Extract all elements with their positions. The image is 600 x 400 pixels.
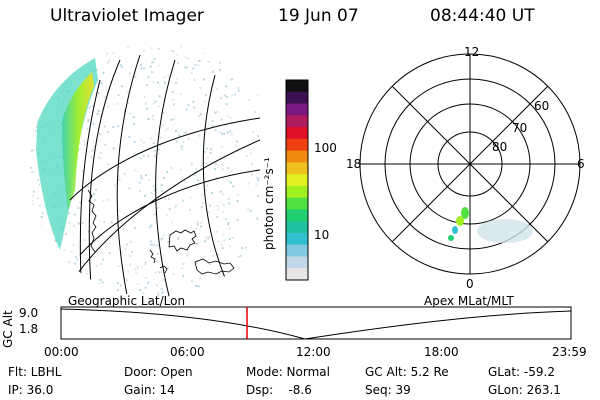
mode-status: Mode: Normal (246, 365, 330, 379)
glat-status: GLat: -59.2 (488, 365, 555, 379)
colorbar-swatch (286, 268, 308, 281)
time-label: 08:44:40 UT (430, 6, 535, 26)
colorbar-swatch (286, 80, 308, 93)
geographic-image (28, 43, 260, 297)
time-tick-0600: 06:00 (170, 345, 205, 359)
apex-label: Apex MLat/MLT (424, 294, 514, 308)
altitude-timeline (60, 306, 572, 340)
ip-status: IP: 36.0 (8, 383, 54, 397)
gc-alt-tick-9: 9.0 (19, 306, 39, 320)
mlt-label-0: 0 (466, 277, 474, 291)
filter-status: Flt: LBHL (8, 365, 62, 379)
colorbar-swatch (286, 256, 308, 269)
lat-label-70: 70 (512, 121, 528, 135)
lat-label-80: 80 (492, 140, 508, 154)
colorbar-swatch (286, 197, 308, 210)
coastlines (87, 189, 235, 275)
colorbar-swatch (286, 91, 308, 105)
colorbar-swatch (286, 232, 308, 246)
instrument-title: Ultraviolet Imager (50, 6, 204, 26)
time-tick-1200: 12:00 (296, 345, 331, 359)
mlt-label-6: 6 (577, 157, 585, 171)
colorbar (285, 79, 309, 281)
lat-label-60: 60 (534, 99, 550, 113)
gc-alt-status: GC Alt: 5.2 Re (365, 365, 449, 379)
colorbar-swatch (286, 138, 308, 152)
gc-alt-axis-label: GC Alt (1, 310, 15, 348)
colorbar-tick-10: 10 (314, 228, 330, 242)
colorbar-swatch (286, 174, 308, 187)
colorbar-swatch (286, 185, 308, 199)
colorbar-swatch (286, 127, 308, 140)
colorbar-swatch (286, 150, 308, 163)
seq-status: Seq: 39 (365, 383, 411, 397)
date-label: 19 Jun 07 (278, 6, 359, 26)
mlt-label-12: 12 (464, 45, 480, 59)
colorbar-tick-100: 100 (314, 141, 337, 155)
gain-status: Gain: 14 (124, 383, 175, 397)
dsp-status: Dsp: -8.6 (246, 383, 312, 397)
polar-plot (359, 53, 581, 275)
colorbar-swatch (286, 221, 308, 234)
colorbar-unit-label: photon cm⁻²s⁻¹ (262, 157, 276, 250)
geographic-label: Geographic Lat/Lon (68, 294, 186, 308)
glon-status: GLon: 263.1 (488, 383, 561, 397)
colorbar-swatch (286, 209, 308, 222)
time-tick-2359: 23:59 (552, 345, 587, 359)
colorbar-swatch (286, 244, 308, 257)
colorbar-swatch (286, 162, 308, 175)
colorbar-swatch (286, 103, 308, 116)
time-tick-1800: 18:00 (424, 345, 459, 359)
polar-aurora (448, 207, 533, 243)
mlt-label-18: 18 (346, 157, 362, 171)
time-tick-0000: 00:00 (44, 345, 79, 359)
altitude-curve (60, 308, 572, 340)
gc-alt-tick-1-8: 1.8 (19, 322, 39, 336)
door-status: Door: Open (124, 365, 193, 379)
colorbar-swatch (286, 115, 308, 128)
